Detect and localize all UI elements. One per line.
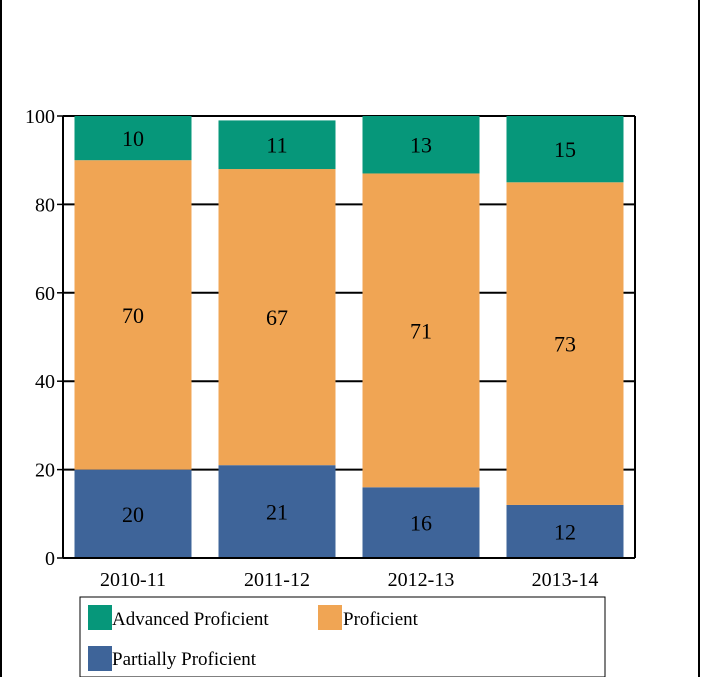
legend-swatch: [88, 646, 112, 671]
bar-segment: [218, 169, 336, 466]
legend-box: [79, 596, 606, 677]
data-label: 12: [554, 519, 576, 544]
bar-segment: [362, 173, 480, 488]
bar-segment: [362, 116, 480, 174]
data-label: 11: [266, 133, 287, 158]
bars: [74, 116, 624, 558]
axes: [57, 115, 636, 559]
legend-label: Proficient: [343, 609, 419, 630]
x-tick-labels: 2010-11 2011-12 2012-13 2013-14: [100, 569, 598, 591]
bar-segment: [74, 160, 192, 470]
y-tick-label: 40: [35, 371, 55, 393]
data-label: 13: [410, 133, 432, 158]
data-label: 16: [410, 511, 432, 536]
y-tick-label: 60: [35, 283, 55, 305]
bar-segment: [218, 465, 336, 558]
data-label: 73: [554, 332, 576, 357]
data-label: 10: [122, 126, 144, 151]
y-tick-label: 100: [25, 106, 55, 128]
y-tick-label: 80: [35, 194, 55, 216]
bar-segment: [506, 182, 624, 505]
y-tick-label: 0: [45, 548, 55, 570]
bar-segment: [506, 504, 624, 558]
x-tick-label: 2012-13: [388, 569, 455, 591]
bar-segment: [218, 120, 336, 170]
x-tick-label: 2013-14: [532, 569, 599, 591]
y-tick-label: 20: [35, 460, 55, 482]
legend-label: Advanced Proficient: [112, 609, 269, 630]
x-tick-label: 2011-12: [244, 569, 310, 591]
data-labels: 20 70 10 21 67 11 16 71 13 12 73 15: [122, 126, 576, 544]
data-label: 67: [266, 305, 288, 330]
data-label: 71: [410, 318, 432, 343]
legend-swatch: [318, 605, 342, 630]
y-tick-labels: 0 20 40 60 80 100: [25, 106, 55, 570]
legend-label: Partially Proficient: [112, 649, 257, 670]
bar-segment: [362, 487, 480, 558]
bar-segment: [506, 116, 624, 183]
data-label: 70: [122, 303, 144, 328]
data-label: 21: [266, 500, 288, 525]
bar-segment: [74, 116, 192, 161]
data-label: 20: [122, 502, 144, 527]
data-label: 15: [554, 137, 576, 162]
legend-swatch: [88, 605, 112, 630]
legend: Advanced Proficient Proficient Partially P…: [79, 596, 606, 677]
x-tick-label: 2010-11: [100, 569, 166, 591]
bar-segment: [74, 469, 192, 558]
